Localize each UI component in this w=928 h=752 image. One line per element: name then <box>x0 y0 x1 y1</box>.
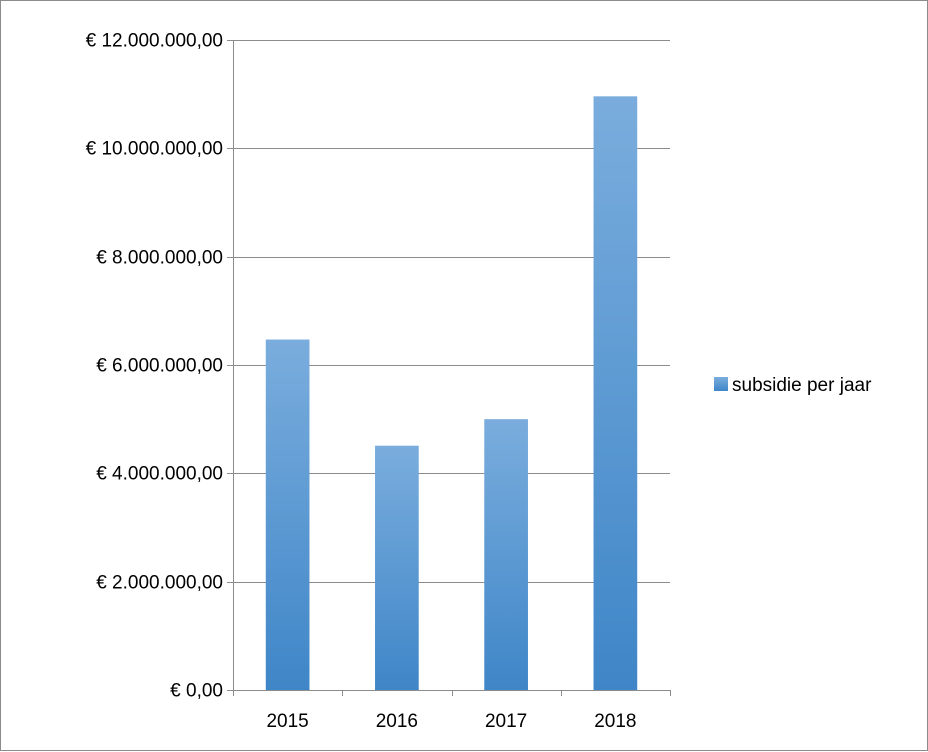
x-tick-label: 2015 <box>266 711 308 732</box>
y-tick-label: € 6.000.000,00 <box>96 356 223 377</box>
legend-label: subsidie per jaar <box>732 375 872 396</box>
bar-2015 <box>265 339 310 690</box>
y-tick-label: € 2.000.000,00 <box>96 573 223 594</box>
x-tick-label: 2016 <box>376 711 418 732</box>
bars <box>265 96 638 691</box>
x-tick-labels: 2015 2016 2017 2018 <box>266 711 636 732</box>
legend: subsidie per jaar <box>714 375 872 396</box>
y-tick-labels: € 0,00 € 2.000.000,00 € 4.000.000,00 € 6.00… <box>86 31 223 702</box>
x-tick-label: 2018 <box>594 711 636 732</box>
axes <box>227 40 671 696</box>
y-tick-label: € 0,00 <box>170 681 223 702</box>
x-tick-label: 2017 <box>485 711 527 732</box>
legend-swatch <box>714 377 728 391</box>
bar-2016 <box>375 445 419 690</box>
y-tick-label: € 8.000.000,00 <box>96 248 223 269</box>
bar-2018 <box>593 96 638 691</box>
y-tick-label: € 4.000.000,00 <box>96 464 223 485</box>
y-tick-label: € 12.000.000,00 <box>86 31 223 52</box>
y-tick-label: € 10.000.000,00 <box>86 139 223 160</box>
bar-2017 <box>484 419 528 690</box>
